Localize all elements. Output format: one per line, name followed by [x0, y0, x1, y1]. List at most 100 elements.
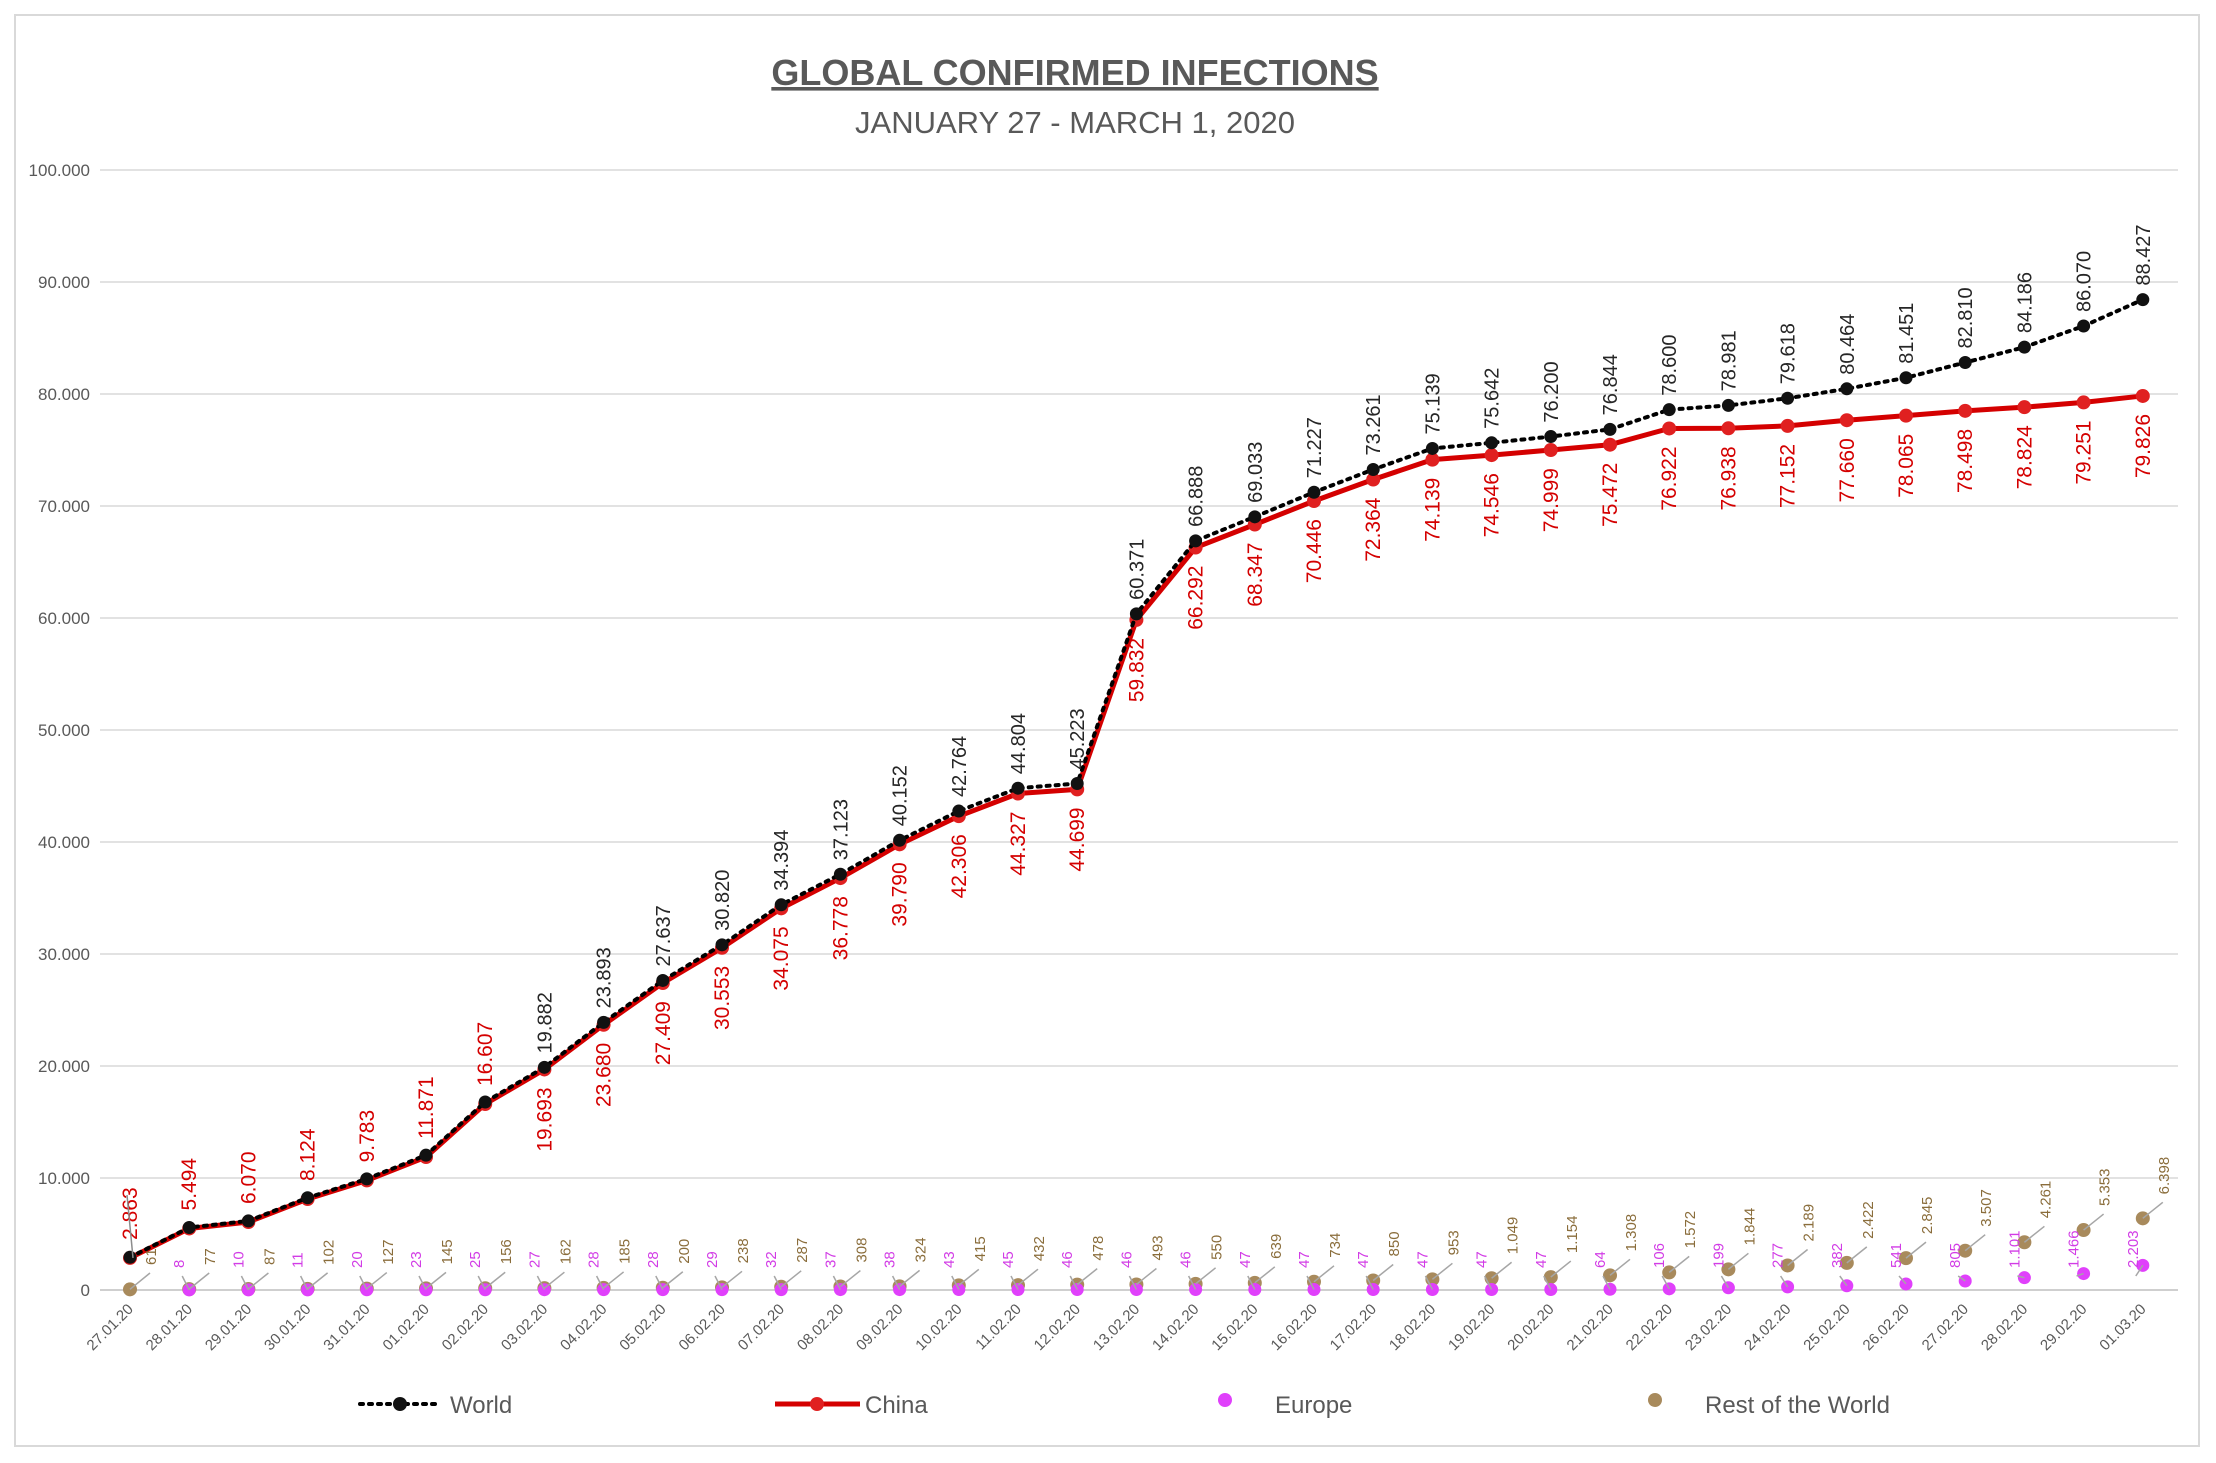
rest-of-world-data-label: 61 [143, 1248, 160, 1265]
world-point [715, 938, 729, 952]
legend-china-label: China [865, 1392, 928, 1419]
y-tick-label: 40.000 [38, 833, 90, 852]
world-point [1485, 436, 1499, 450]
leader-line [2083, 1213, 2105, 1231]
rest-of-world-data-label: 432 [1031, 1236, 1048, 1261]
world-point [1189, 534, 1203, 548]
leader-line [543, 1271, 565, 1289]
europe-data-label: 46 [1118, 1251, 1135, 1268]
leader-line [1306, 1275, 1315, 1290]
x-tick-label: 10.02.20 [912, 1301, 965, 1354]
leader-line [1187, 1275, 1197, 1290]
europe-data-label: 47 [1474, 1251, 1491, 1268]
leader-line [240, 1275, 250, 1291]
china-data-label: 72.364 [1362, 497, 1385, 562]
leader-line [188, 1272, 210, 1290]
x-tick-label: 14.02.20 [1149, 1301, 1202, 1354]
world-point [656, 973, 670, 987]
leader-line [1957, 1275, 1966, 1282]
china-point [1839, 413, 1854, 428]
leader-line [1964, 1234, 1986, 1252]
rest-of-world-data-label: 6.398 [2156, 1157, 2173, 1195]
world-point [833, 867, 847, 881]
china-data-label: 76.922 [1658, 446, 1681, 510]
rest-of-world-data-label: 200 [676, 1239, 693, 1264]
world-data-label: 81.451 [1896, 303, 1918, 364]
leader-line [2023, 1225, 2045, 1243]
world-data-label: 40.152 [890, 765, 912, 826]
rest-of-world-data-label: 3.507 [1978, 1189, 1995, 1227]
europe-data-label: 47 [1533, 1251, 1550, 1268]
rest-of-world-data-label: 185 [617, 1239, 634, 1264]
china-point [2076, 395, 2091, 410]
world-data-label: 69.033 [1245, 442, 1267, 503]
legend-china-marker [810, 1397, 824, 1411]
leader-line [832, 1275, 842, 1290]
leader-line [181, 1275, 190, 1291]
china-data-label: 79.826 [2132, 414, 2155, 478]
leader-line [484, 1271, 506, 1289]
europe-data-label: 25 [467, 1251, 484, 1268]
x-tick-label: 18.02.20 [1386, 1301, 1439, 1354]
china-data-label: 59.832 [1125, 638, 1148, 702]
x-tick-label: 27.01.20 [84, 1301, 137, 1354]
leader-line [1491, 1261, 1513, 1279]
europe-data-label: 1.101 [2006, 1230, 2023, 1268]
world-data-label: 45.223 [1067, 708, 1089, 769]
leader-line [1195, 1267, 1217, 1285]
rest-of-world-data-label: 734 [1327, 1233, 1344, 1258]
china-data-label: 9.783 [356, 1110, 379, 1163]
x-tick-label: 19.02.20 [1445, 1301, 1498, 1354]
world-point [774, 898, 788, 912]
x-tick-label: 13.02.20 [1090, 1301, 1143, 1354]
world-point [1307, 485, 1321, 499]
chart-frame [14, 14, 2200, 1447]
leader-line [1431, 1262, 1453, 1280]
world-data-label: 76.844 [1600, 354, 1622, 415]
world-data-label: 44.804 [1008, 713, 1030, 774]
china-data-label: 44.327 [1007, 812, 1030, 876]
x-tick-label: 05.02.20 [616, 1301, 669, 1354]
world-data-label: 78.981 [1718, 330, 1740, 391]
x-tick-label: 04.02.20 [557, 1301, 610, 1354]
china-data-label: 23.680 [593, 1043, 616, 1107]
rest-of-world-data-label: 87 [261, 1248, 278, 1265]
leader-line [891, 1275, 901, 1290]
x-tick-label: 21.02.20 [1564, 1301, 1617, 1354]
china-point [1603, 437, 1617, 452]
leader-line [1069, 1275, 1078, 1290]
leader-line [773, 1275, 782, 1290]
world-point [241, 1214, 255, 1228]
china-data-label: 44.699 [1066, 807, 1089, 871]
rest-of-world-data-label: 1.049 [1505, 1217, 1522, 1255]
china-data-label: 76.938 [1717, 446, 1740, 510]
rest-of-world-data-label: 2.845 [1919, 1197, 1936, 1235]
rest-of-world-data-label: 1.572 [1682, 1211, 1699, 1249]
x-tick-label: 24.02.20 [1741, 1301, 1794, 1354]
rest-of-world-data-label: 550 [1209, 1235, 1226, 1260]
y-tick-label: 60.000 [38, 609, 90, 628]
gridlines [100, 169, 2178, 1291]
leader-line [1313, 1265, 1335, 1283]
leader-line [477, 1275, 486, 1291]
rest-of-world-data-label: 162 [557, 1239, 574, 1264]
legend-label: Rest of the World [1705, 1392, 1890, 1419]
leader-line [307, 1272, 329, 1290]
china-data-label: 2.863 [119, 1187, 142, 1240]
china-data-label: 34.075 [770, 926, 793, 990]
y-tick-label: 10.000 [38, 1169, 90, 1188]
europe-data-label: 8 [171, 1260, 188, 1268]
x-tick-label: 29.02.20 [2037, 1301, 2090, 1354]
leader-line [1661, 1275, 1670, 1290]
x-axis-ticks: 27.01.20 28.01.20 29.01.20 30.01.20 31.01.20… [84, 1301, 2150, 1354]
china-data-label: 78.065 [1895, 434, 1918, 498]
leader-line [2135, 1264, 2144, 1277]
leader-line [1720, 1275, 1730, 1289]
world-data-label: 19.882 [534, 992, 556, 1053]
rest-of-world-data-label: 415 [972, 1236, 989, 1261]
world-point [1781, 391, 1795, 405]
world-data-label: 27.637 [653, 905, 675, 966]
china-data-label: 74.139 [1421, 478, 1444, 542]
leader-line [1609, 1258, 1631, 1276]
x-tick-label: 08.02.20 [794, 1301, 847, 1354]
